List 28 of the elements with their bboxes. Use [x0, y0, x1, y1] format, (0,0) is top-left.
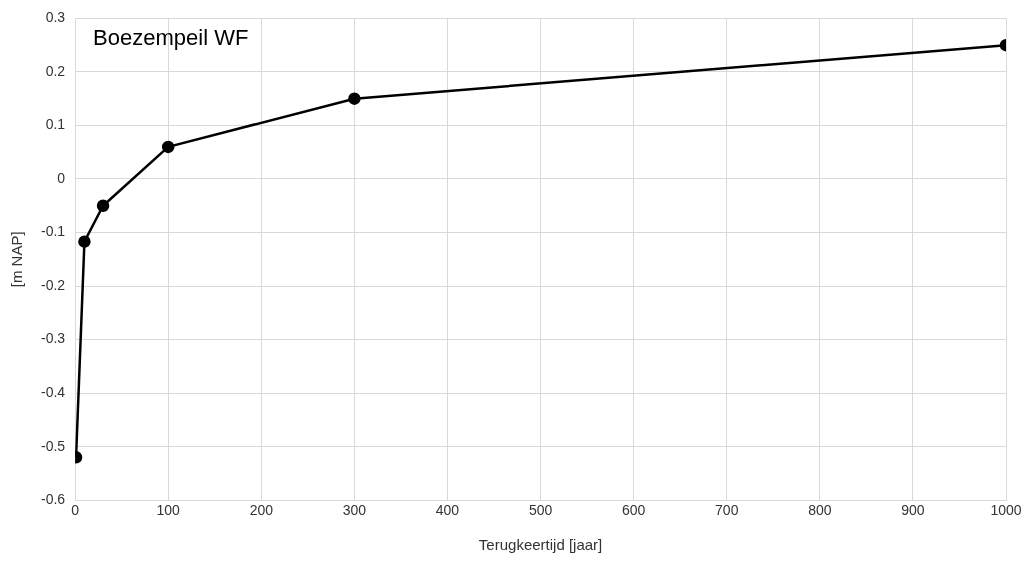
y-tick-label: 0.2	[45, 62, 66, 79]
x-tick-label: 800	[808, 502, 832, 519]
x-tick-label: 600	[621, 502, 646, 519]
y-tick-label: -0.5	[41, 437, 66, 454]
x-axis-title: Terugkeertijd [jaar]	[478, 536, 603, 554]
y-tick-label: 0	[57, 169, 66, 186]
x-tick-label: 1000	[990, 502, 1022, 519]
y-tick-label: -0.4	[41, 383, 66, 400]
x-tick-label: 700	[715, 502, 739, 519]
y-tick-label: -0.2	[41, 276, 66, 293]
point	[78, 235, 91, 248]
x-tick-label: 200	[249, 502, 274, 519]
y-tick-label: -0.6	[41, 491, 66, 508]
x-tick-label: 900	[901, 502, 925, 519]
x-tick-label: 100	[156, 502, 181, 519]
x-tick-label: 400	[435, 502, 460, 519]
point	[348, 92, 361, 105]
y-axis-title: [m NAP]	[8, 231, 26, 288]
x-tick-label: 0	[71, 502, 80, 519]
point	[96, 199, 110, 213]
chart-title: Boezempeil WF	[93, 25, 249, 51]
point	[161, 140, 175, 154]
x-tick-label: 500	[528, 502, 553, 519]
y-tick-label: -0.3	[41, 330, 66, 347]
y-tick-label: 0.1	[45, 116, 66, 133]
y-tick-label: -0.1	[41, 223, 66, 240]
y-tick-label: 0.3	[45, 9, 66, 26]
x-tick-label: 300	[342, 502, 367, 519]
